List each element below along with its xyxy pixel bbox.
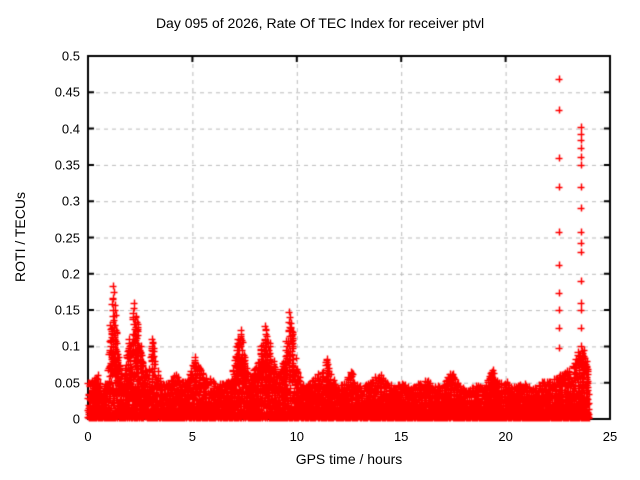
y-tick-label: 0.2: [61, 266, 80, 282]
x-tick-label: 0: [84, 429, 92, 444]
y-tick-label: 0.35: [54, 157, 80, 173]
y-tick-label: 0.5: [61, 48, 80, 64]
y-tick-label: 0: [72, 411, 80, 427]
x-tick-label: 25: [602, 429, 618, 444]
y-tick-label: 0.45: [54, 84, 80, 100]
x-tick-label: 20: [498, 429, 513, 444]
x-tick-label: 15: [393, 429, 409, 444]
y-tick-label: 0.4: [61, 121, 80, 137]
y-tick-label: 0.05: [54, 375, 80, 391]
x-tick-label: 10: [289, 429, 305, 444]
chart-title: Day 095 of 2026, Rate Of TEC Index for r…: [155, 15, 485, 31]
y-tick-label: 0.1: [61, 338, 80, 354]
y-tick-label: 0.3: [61, 193, 80, 209]
x-tick-label: 5: [188, 429, 196, 444]
y-tick-label: 0.25: [54, 230, 80, 245]
y-tick-label: 0.15: [54, 302, 80, 318]
x-axis-label: GPS time / hours: [295, 451, 403, 467]
